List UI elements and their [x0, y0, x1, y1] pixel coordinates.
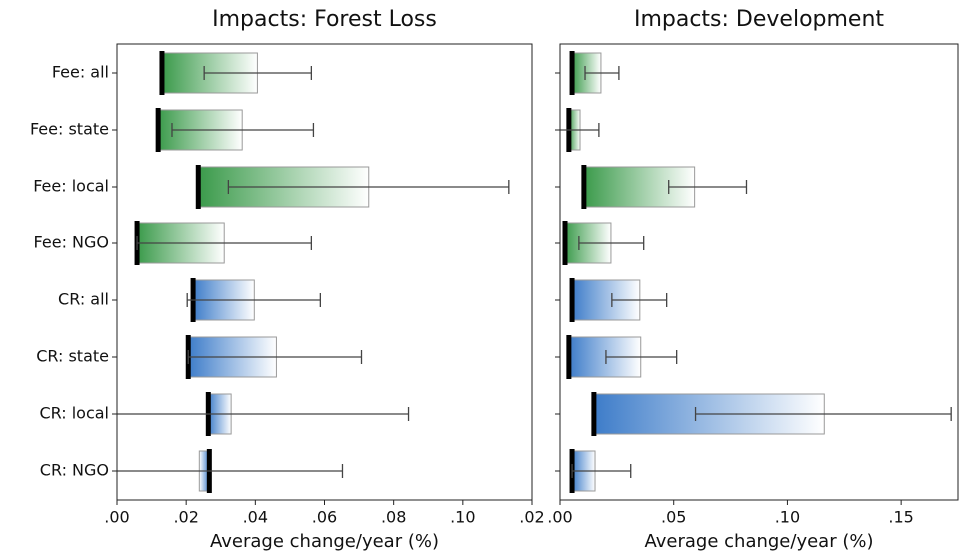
x-axis-label: Average change/year (%) [210, 531, 439, 552]
error-bar [571, 464, 632, 478]
start-marker [569, 51, 575, 95]
y-tick-label: Fee: all [52, 63, 109, 82]
plot-area [117, 51, 510, 493]
error-bar [187, 350, 363, 364]
error-bar [136, 236, 313, 250]
error-bar [117, 464, 344, 478]
x-tick-label: .10 [450, 508, 475, 527]
start-marker [155, 108, 161, 152]
start-marker [581, 165, 587, 209]
error-bar [578, 236, 645, 250]
start-marker [195, 165, 201, 209]
start-marker [591, 392, 597, 436]
error-bar [584, 66, 620, 80]
error-bar [203, 66, 313, 80]
x-tick-label: .02 [173, 508, 198, 527]
error-bar [171, 123, 315, 137]
x-tick-label: .04 [243, 508, 268, 527]
start-marker [159, 51, 165, 95]
error-bar [117, 407, 410, 421]
error-bar [227, 180, 510, 194]
plot-frame [559, 43, 959, 501]
error-bar [560, 123, 600, 137]
y-tick-label: CR: NGO [40, 461, 109, 480]
start-marker [562, 221, 568, 265]
y-tick-label: Fee: local [33, 177, 109, 196]
y-tick-label: Fee: NGO [34, 233, 109, 252]
start-marker [566, 335, 572, 379]
error-bar [694, 407, 952, 421]
error-bar [186, 293, 321, 307]
x-tick-label: .08 [381, 508, 406, 527]
x-tick-label: .06 [312, 508, 337, 527]
panel-title: Impacts: Development [634, 7, 884, 32]
error-bar [611, 293, 668, 307]
x-axis-label: Average change/year (%) [645, 531, 874, 552]
start-marker [569, 278, 575, 322]
error-bar [668, 180, 748, 194]
panel-title: Impacts: Forest Loss [212, 7, 437, 32]
error-bar [605, 350, 678, 364]
x-tick-label: .02 [519, 508, 544, 527]
plot-frame [116, 43, 533, 501]
x-tick-label: .10 [775, 508, 800, 527]
y-tick-label: CR: all [58, 290, 109, 309]
x-tick-label: .15 [888, 508, 913, 527]
x-tick-label: .00 [547, 508, 572, 527]
x-tick-label: .05 [661, 508, 686, 527]
y-tick-label: CR: state [36, 347, 109, 366]
y-tick-label: Fee: state [30, 120, 109, 139]
plot-area [560, 51, 952, 493]
y-tick-label: CR: local [39, 404, 109, 423]
x-tick-label: .00 [104, 508, 129, 527]
